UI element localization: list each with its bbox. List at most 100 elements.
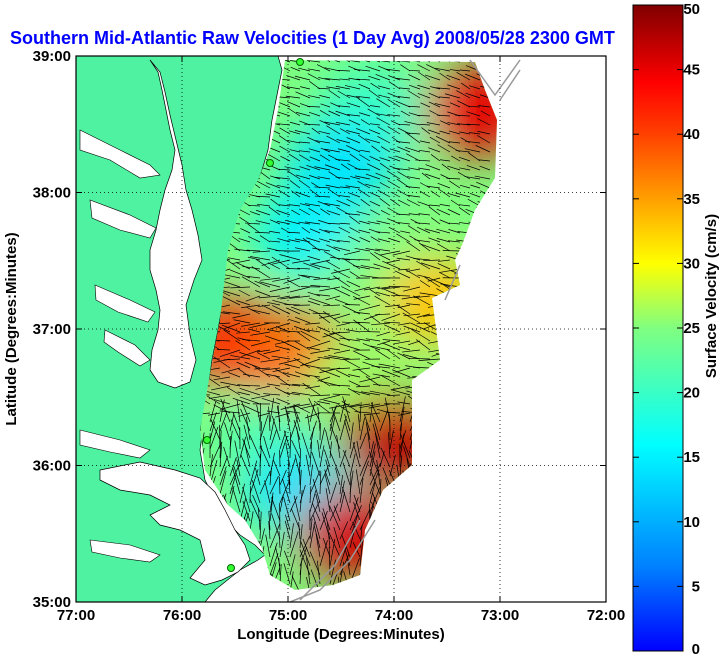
velocity-arrow bbox=[359, 237, 371, 243]
velocity-arrow bbox=[291, 209, 301, 216]
velocity-arrow bbox=[338, 195, 351, 198]
velocity-arrow bbox=[317, 326, 331, 333]
velocity-arrow bbox=[441, 163, 451, 171]
velocity-arrow bbox=[285, 442, 291, 468]
x-tick-label: 72:00 bbox=[587, 607, 625, 624]
velocity-arrow bbox=[317, 439, 321, 459]
velocity-arrow bbox=[455, 114, 471, 117]
velocity-arrow bbox=[249, 486, 251, 504]
velocity-arrow bbox=[261, 304, 281, 315]
velocity-arrow bbox=[329, 238, 341, 243]
velocity-arrow bbox=[339, 553, 350, 576]
chesapeake-bay bbox=[149, 59, 203, 389]
velocity-arrow bbox=[359, 403, 381, 409]
velocity-arrow bbox=[416, 322, 431, 325]
velocity-arrow bbox=[286, 75, 301, 81]
velocity-arrow bbox=[396, 213, 411, 216]
velocity-arrow bbox=[372, 414, 381, 441]
velocity-arrow bbox=[467, 198, 481, 207]
velocity-arrow bbox=[388, 81, 401, 90]
velocity-arrow bbox=[239, 216, 251, 225]
velocity-arrow bbox=[460, 137, 471, 144]
velocity-arrow bbox=[406, 241, 421, 252]
velocity-arrow bbox=[236, 459, 241, 477]
velocity-arrow bbox=[323, 311, 341, 324]
velocity-arrow bbox=[307, 300, 321, 306]
velocity-arrow bbox=[392, 369, 411, 378]
velocity-arrow bbox=[375, 113, 391, 117]
velocity-arrow bbox=[387, 218, 401, 225]
velocity-arrow bbox=[309, 156, 321, 162]
velocity-arrow bbox=[426, 64, 441, 72]
velocity-arrow bbox=[349, 215, 361, 225]
velocity-arrow bbox=[369, 468, 381, 495]
velocity-arrow bbox=[324, 356, 341, 360]
velocity-arrow bbox=[398, 412, 411, 416]
velocity-arrow bbox=[403, 446, 411, 468]
velocity-arrow bbox=[417, 226, 431, 234]
velocity-arrow bbox=[466, 111, 481, 117]
velocity-arrow bbox=[272, 277, 291, 282]
velocity-arrow bbox=[291, 439, 301, 459]
velocity-arrow bbox=[349, 153, 361, 162]
velocity-arrow bbox=[255, 220, 271, 225]
velocity-arrow bbox=[293, 404, 311, 414]
velocity-arrow bbox=[464, 140, 481, 144]
velocity-arrow bbox=[339, 561, 345, 585]
chart-title: Southern Mid-Atlantic Raw Velocities (1 … bbox=[10, 28, 615, 48]
velocity-arrow bbox=[477, 135, 491, 144]
velocity-arrow bbox=[282, 478, 291, 504]
velocity-arrow bbox=[379, 198, 391, 207]
velocity-arrow bbox=[337, 148, 351, 153]
velocity-arrow bbox=[267, 153, 281, 162]
velocity-arrow bbox=[335, 85, 351, 90]
velocity-arrow bbox=[405, 269, 421, 279]
velocity-arrow bbox=[439, 96, 451, 99]
velocity-arrow bbox=[249, 511, 254, 531]
velocity-arrow bbox=[265, 373, 281, 378]
velocity-arrow bbox=[331, 407, 341, 432]
velocity-arrow bbox=[417, 201, 431, 207]
velocity-arrow bbox=[330, 384, 351, 387]
velocity-arrow bbox=[382, 342, 401, 351]
velocity-arrow bbox=[406, 303, 421, 306]
velocity-arrow bbox=[287, 140, 301, 144]
velocity-arrow bbox=[362, 343, 381, 351]
velocity-arrow bbox=[268, 206, 281, 216]
velocity-arrow bbox=[346, 130, 361, 135]
velocity-arrow bbox=[298, 67, 311, 72]
velocity-arrow bbox=[370, 402, 381, 423]
velocity-arrow bbox=[319, 445, 325, 468]
velocity-arrow bbox=[339, 128, 351, 135]
colorbar-tick-label: 15 bbox=[683, 449, 700, 466]
velocity-arrow bbox=[279, 563, 282, 585]
velocity-arrow bbox=[367, 108, 381, 117]
velocity-arrow bbox=[466, 165, 481, 171]
velocity-arrow bbox=[290, 306, 311, 315]
velocity-arrow bbox=[377, 85, 391, 90]
velocity-arrow bbox=[348, 380, 361, 387]
velocity-arrow bbox=[425, 173, 441, 180]
velocity-arrow bbox=[428, 147, 441, 153]
velocity-arrow bbox=[346, 145, 361, 153]
velocity-arrow bbox=[301, 227, 311, 234]
velocity-arrow bbox=[278, 189, 291, 198]
velocity-arrow bbox=[256, 404, 261, 423]
velocity-arrow bbox=[359, 154, 371, 162]
velocity-arrow bbox=[277, 405, 281, 432]
velocity-arrow bbox=[301, 432, 311, 459]
velocity-arrow bbox=[439, 219, 451, 225]
velocity-arrow bbox=[269, 398, 275, 423]
velocity-arrow bbox=[263, 393, 281, 396]
velocity-arrow bbox=[368, 89, 381, 99]
velocity-arrow bbox=[311, 127, 321, 135]
velocity-arrow bbox=[421, 127, 431, 135]
velocity-arrow bbox=[269, 492, 274, 513]
velocity-arrow bbox=[240, 228, 251, 234]
velocity-arrow bbox=[449, 102, 461, 108]
velocity-arrow bbox=[395, 367, 411, 373]
velocity-arrow bbox=[307, 414, 311, 432]
velocity-arrow bbox=[372, 384, 391, 387]
velocity-arrow bbox=[386, 170, 401, 180]
velocity-arrow bbox=[407, 195, 421, 198]
